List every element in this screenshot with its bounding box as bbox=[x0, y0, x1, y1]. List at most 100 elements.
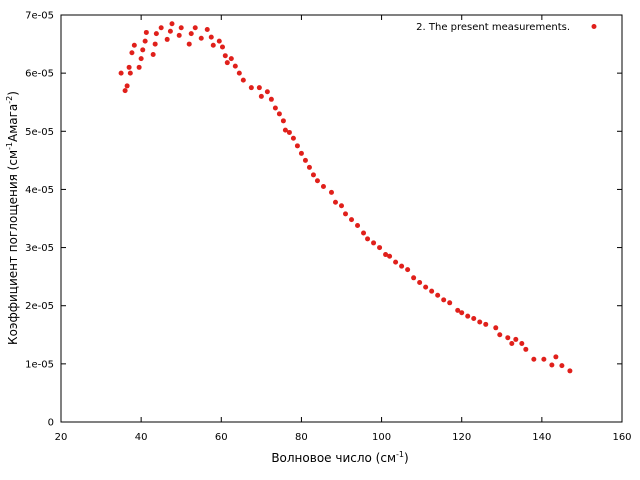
data-point bbox=[320, 184, 326, 190]
data-point bbox=[429, 288, 435, 294]
data-point bbox=[256, 85, 262, 91]
data-point bbox=[178, 25, 184, 31]
data-point bbox=[158, 25, 164, 31]
data-point bbox=[509, 341, 515, 347]
data-point bbox=[216, 38, 222, 44]
data-point bbox=[477, 319, 483, 325]
data-point bbox=[268, 96, 274, 102]
data-point bbox=[302, 157, 308, 163]
y-tick-label: 3e-05 bbox=[25, 243, 54, 254]
data-point bbox=[553, 354, 559, 360]
legend: 2. The present measurements. bbox=[416, 22, 597, 33]
data-point bbox=[290, 135, 296, 141]
data-point bbox=[393, 259, 399, 265]
data-point bbox=[204, 27, 210, 33]
data-point bbox=[405, 267, 411, 273]
data-point bbox=[188, 31, 194, 37]
legend-label: 2. The present measurements. bbox=[416, 22, 570, 33]
data-point bbox=[411, 275, 417, 281]
data-point bbox=[399, 263, 405, 269]
data-point bbox=[377, 245, 383, 251]
y-tick-label: 0 bbox=[48, 418, 54, 429]
x-tick-label: 80 bbox=[295, 432, 308, 443]
data-point bbox=[417, 279, 423, 285]
data-point bbox=[150, 52, 156, 58]
data-point bbox=[142, 38, 148, 44]
data-point bbox=[236, 70, 242, 76]
data-point bbox=[465, 313, 471, 319]
data-point bbox=[286, 129, 292, 135]
data-point bbox=[383, 252, 389, 258]
x-tick-label: 40 bbox=[135, 432, 148, 443]
data-point bbox=[559, 363, 565, 369]
data-point bbox=[167, 28, 173, 34]
data-point bbox=[143, 29, 149, 35]
data-points bbox=[118, 21, 573, 374]
data-point bbox=[332, 199, 338, 205]
data-point bbox=[505, 335, 511, 341]
data-point bbox=[355, 222, 361, 228]
data-point bbox=[228, 56, 234, 62]
data-point bbox=[310, 172, 316, 178]
data-point bbox=[447, 300, 453, 306]
data-point bbox=[483, 321, 489, 327]
data-point bbox=[343, 211, 349, 217]
data-point bbox=[272, 105, 278, 111]
x-axis-label: Волновое число (см-1) bbox=[271, 450, 408, 465]
data-point bbox=[258, 93, 264, 99]
data-point bbox=[224, 60, 230, 66]
data-point bbox=[519, 341, 525, 347]
data-point bbox=[129, 50, 135, 56]
data-point bbox=[118, 70, 124, 76]
data-point bbox=[365, 236, 371, 242]
data-point bbox=[294, 143, 300, 149]
data-point bbox=[164, 36, 170, 42]
x-tick-label: 140 bbox=[532, 432, 551, 443]
data-point bbox=[567, 368, 573, 374]
data-point bbox=[248, 85, 254, 91]
data-point bbox=[471, 316, 477, 322]
data-point bbox=[192, 25, 198, 31]
data-point bbox=[126, 64, 132, 70]
data-point bbox=[131, 42, 137, 48]
data-point bbox=[513, 336, 519, 342]
data-point bbox=[523, 346, 529, 352]
legend-marker bbox=[591, 24, 597, 29]
y-tick-label: 7e-05 bbox=[25, 11, 54, 22]
data-point bbox=[176, 32, 182, 38]
data-point bbox=[169, 21, 175, 27]
y-tick-label: 1e-05 bbox=[25, 359, 54, 370]
x-tick-label: 120 bbox=[452, 432, 471, 443]
plot-frame bbox=[60, 14, 623, 423]
data-point bbox=[280, 118, 286, 124]
y-axis-label: Коэффициент поглощения (см-1Амага-2) bbox=[5, 91, 20, 345]
data-point bbox=[136, 64, 142, 70]
data-point bbox=[153, 31, 159, 37]
data-point bbox=[122, 88, 128, 94]
x-tick-label: 160 bbox=[612, 432, 631, 443]
data-point bbox=[232, 63, 238, 69]
data-point bbox=[328, 189, 334, 195]
data-point bbox=[240, 77, 246, 83]
data-point bbox=[198, 35, 204, 41]
data-point bbox=[339, 203, 344, 209]
data-point bbox=[210, 42, 216, 48]
data-point bbox=[208, 34, 214, 40]
data-point bbox=[138, 56, 144, 62]
data-point bbox=[497, 332, 503, 338]
data-point bbox=[127, 70, 133, 76]
data-point bbox=[371, 240, 377, 246]
data-point bbox=[306, 164, 312, 170]
data-point bbox=[186, 41, 192, 47]
data-point bbox=[423, 284, 429, 290]
data-point bbox=[298, 150, 304, 156]
data-point bbox=[459, 310, 465, 316]
data-point bbox=[222, 53, 228, 59]
data-point bbox=[219, 44, 225, 50]
data-point bbox=[541, 356, 547, 362]
data-point bbox=[531, 356, 537, 362]
data-point bbox=[493, 325, 499, 331]
data-point bbox=[264, 89, 270, 95]
y-tick-label: 6e-05 bbox=[25, 69, 54, 80]
